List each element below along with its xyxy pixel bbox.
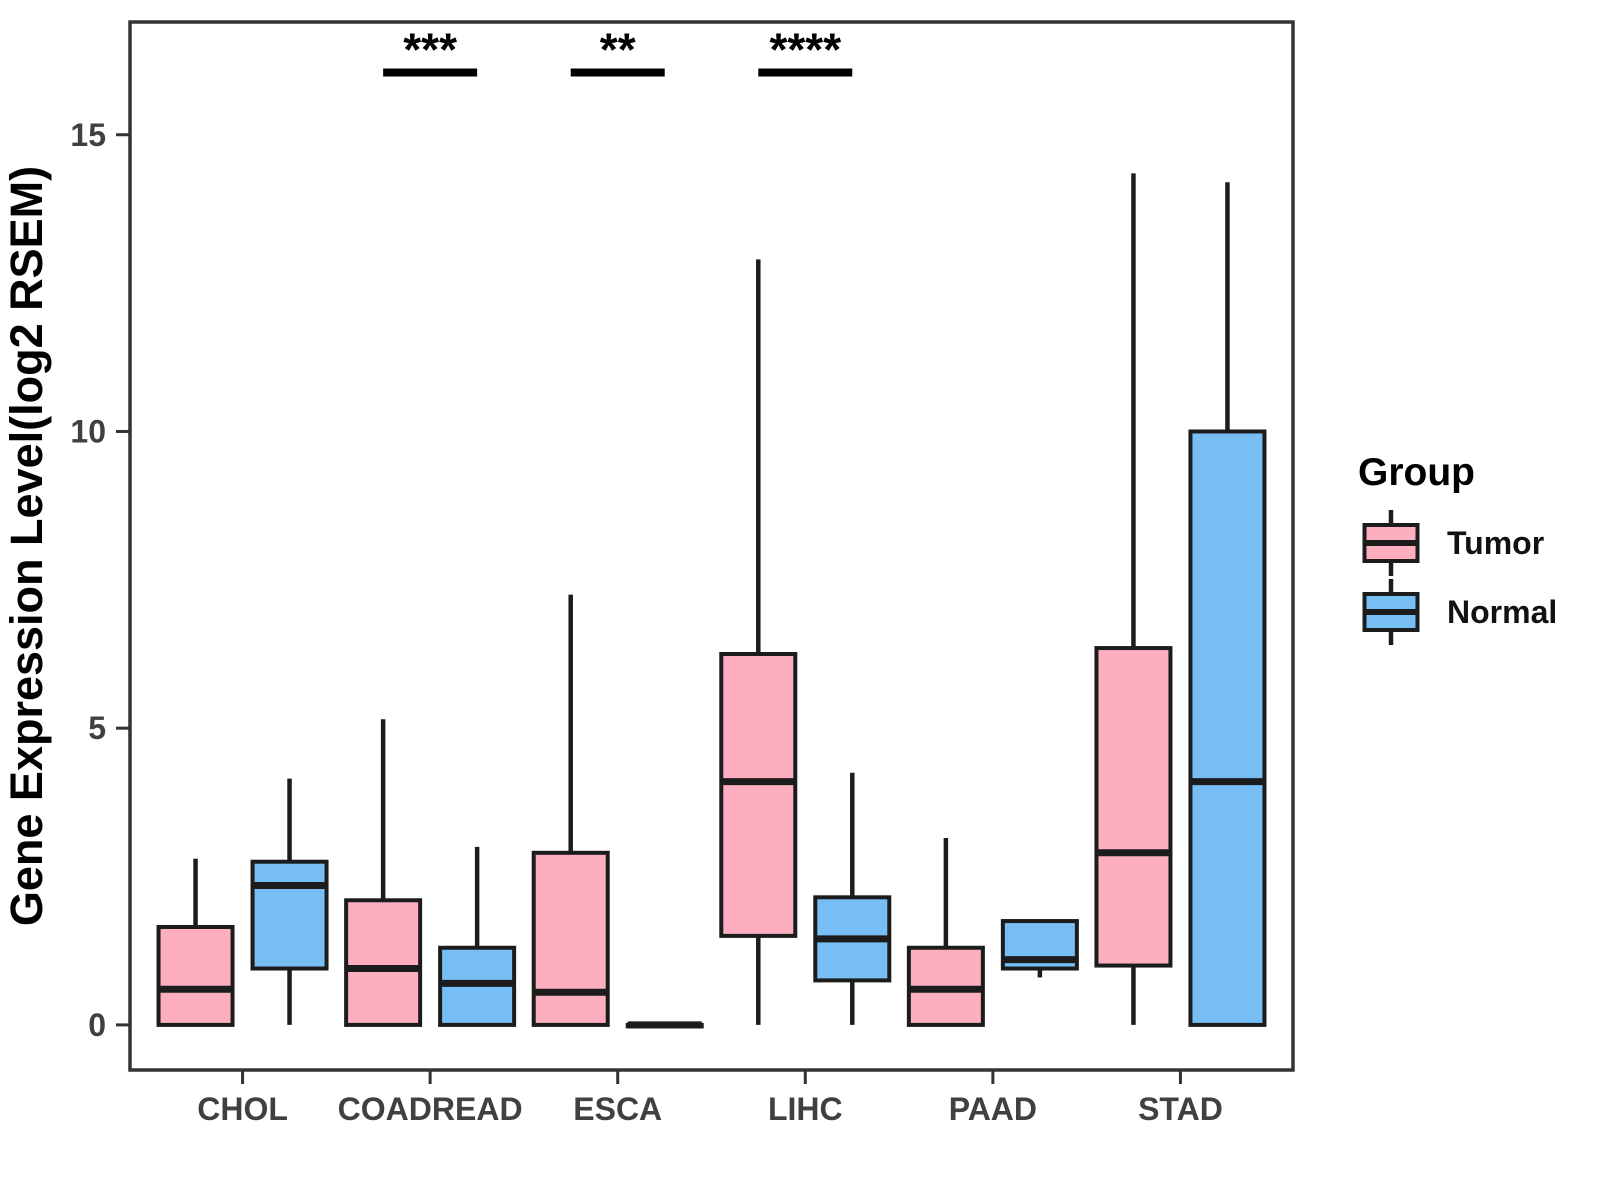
legend-label-normal: Normal (1447, 594, 1557, 630)
y-tick-label-15: 15 (70, 117, 106, 153)
panel-border (128, 20, 1295, 1072)
x-tick-label-CHOL: CHOL (197, 1091, 288, 1127)
y-axis-title: Gene Expression Level(log2 RSEM) (1, 166, 52, 926)
legend-title: Group (1358, 451, 1475, 494)
x-tick-label-COADREAD: COADREAD (338, 1091, 523, 1127)
sig-label-LIHC: **** (769, 23, 841, 75)
box-Tumor-ESCA (531, 850, 610, 1027)
box-Tumor-CHOL (156, 924, 235, 1027)
box-Tumor-LIHC (719, 652, 798, 938)
box-Tumor-STAD (1094, 646, 1173, 968)
sig-label-ESCA: ** (600, 23, 636, 75)
x-tick-label-ESCA: ESCA (573, 1091, 662, 1127)
sig-label-COADREAD: *** (403, 23, 457, 75)
y-tick-label-0: 0 (88, 1007, 106, 1043)
y-tick-label-10: 10 (70, 413, 106, 449)
legend-label-tumor: Tumor (1447, 525, 1544, 561)
box-Normal-STAD (1188, 429, 1267, 1027)
y-tick-label-5: 5 (88, 710, 106, 746)
box-Normal-CHOL (250, 859, 329, 971)
x-tick-label-STAD: STAD (1138, 1091, 1223, 1127)
x-tick-label-LIHC: LIHC (768, 1091, 843, 1127)
x-tick-label-PAAD: PAAD (949, 1091, 1037, 1127)
box-Tumor-COADREAD (344, 898, 423, 1027)
